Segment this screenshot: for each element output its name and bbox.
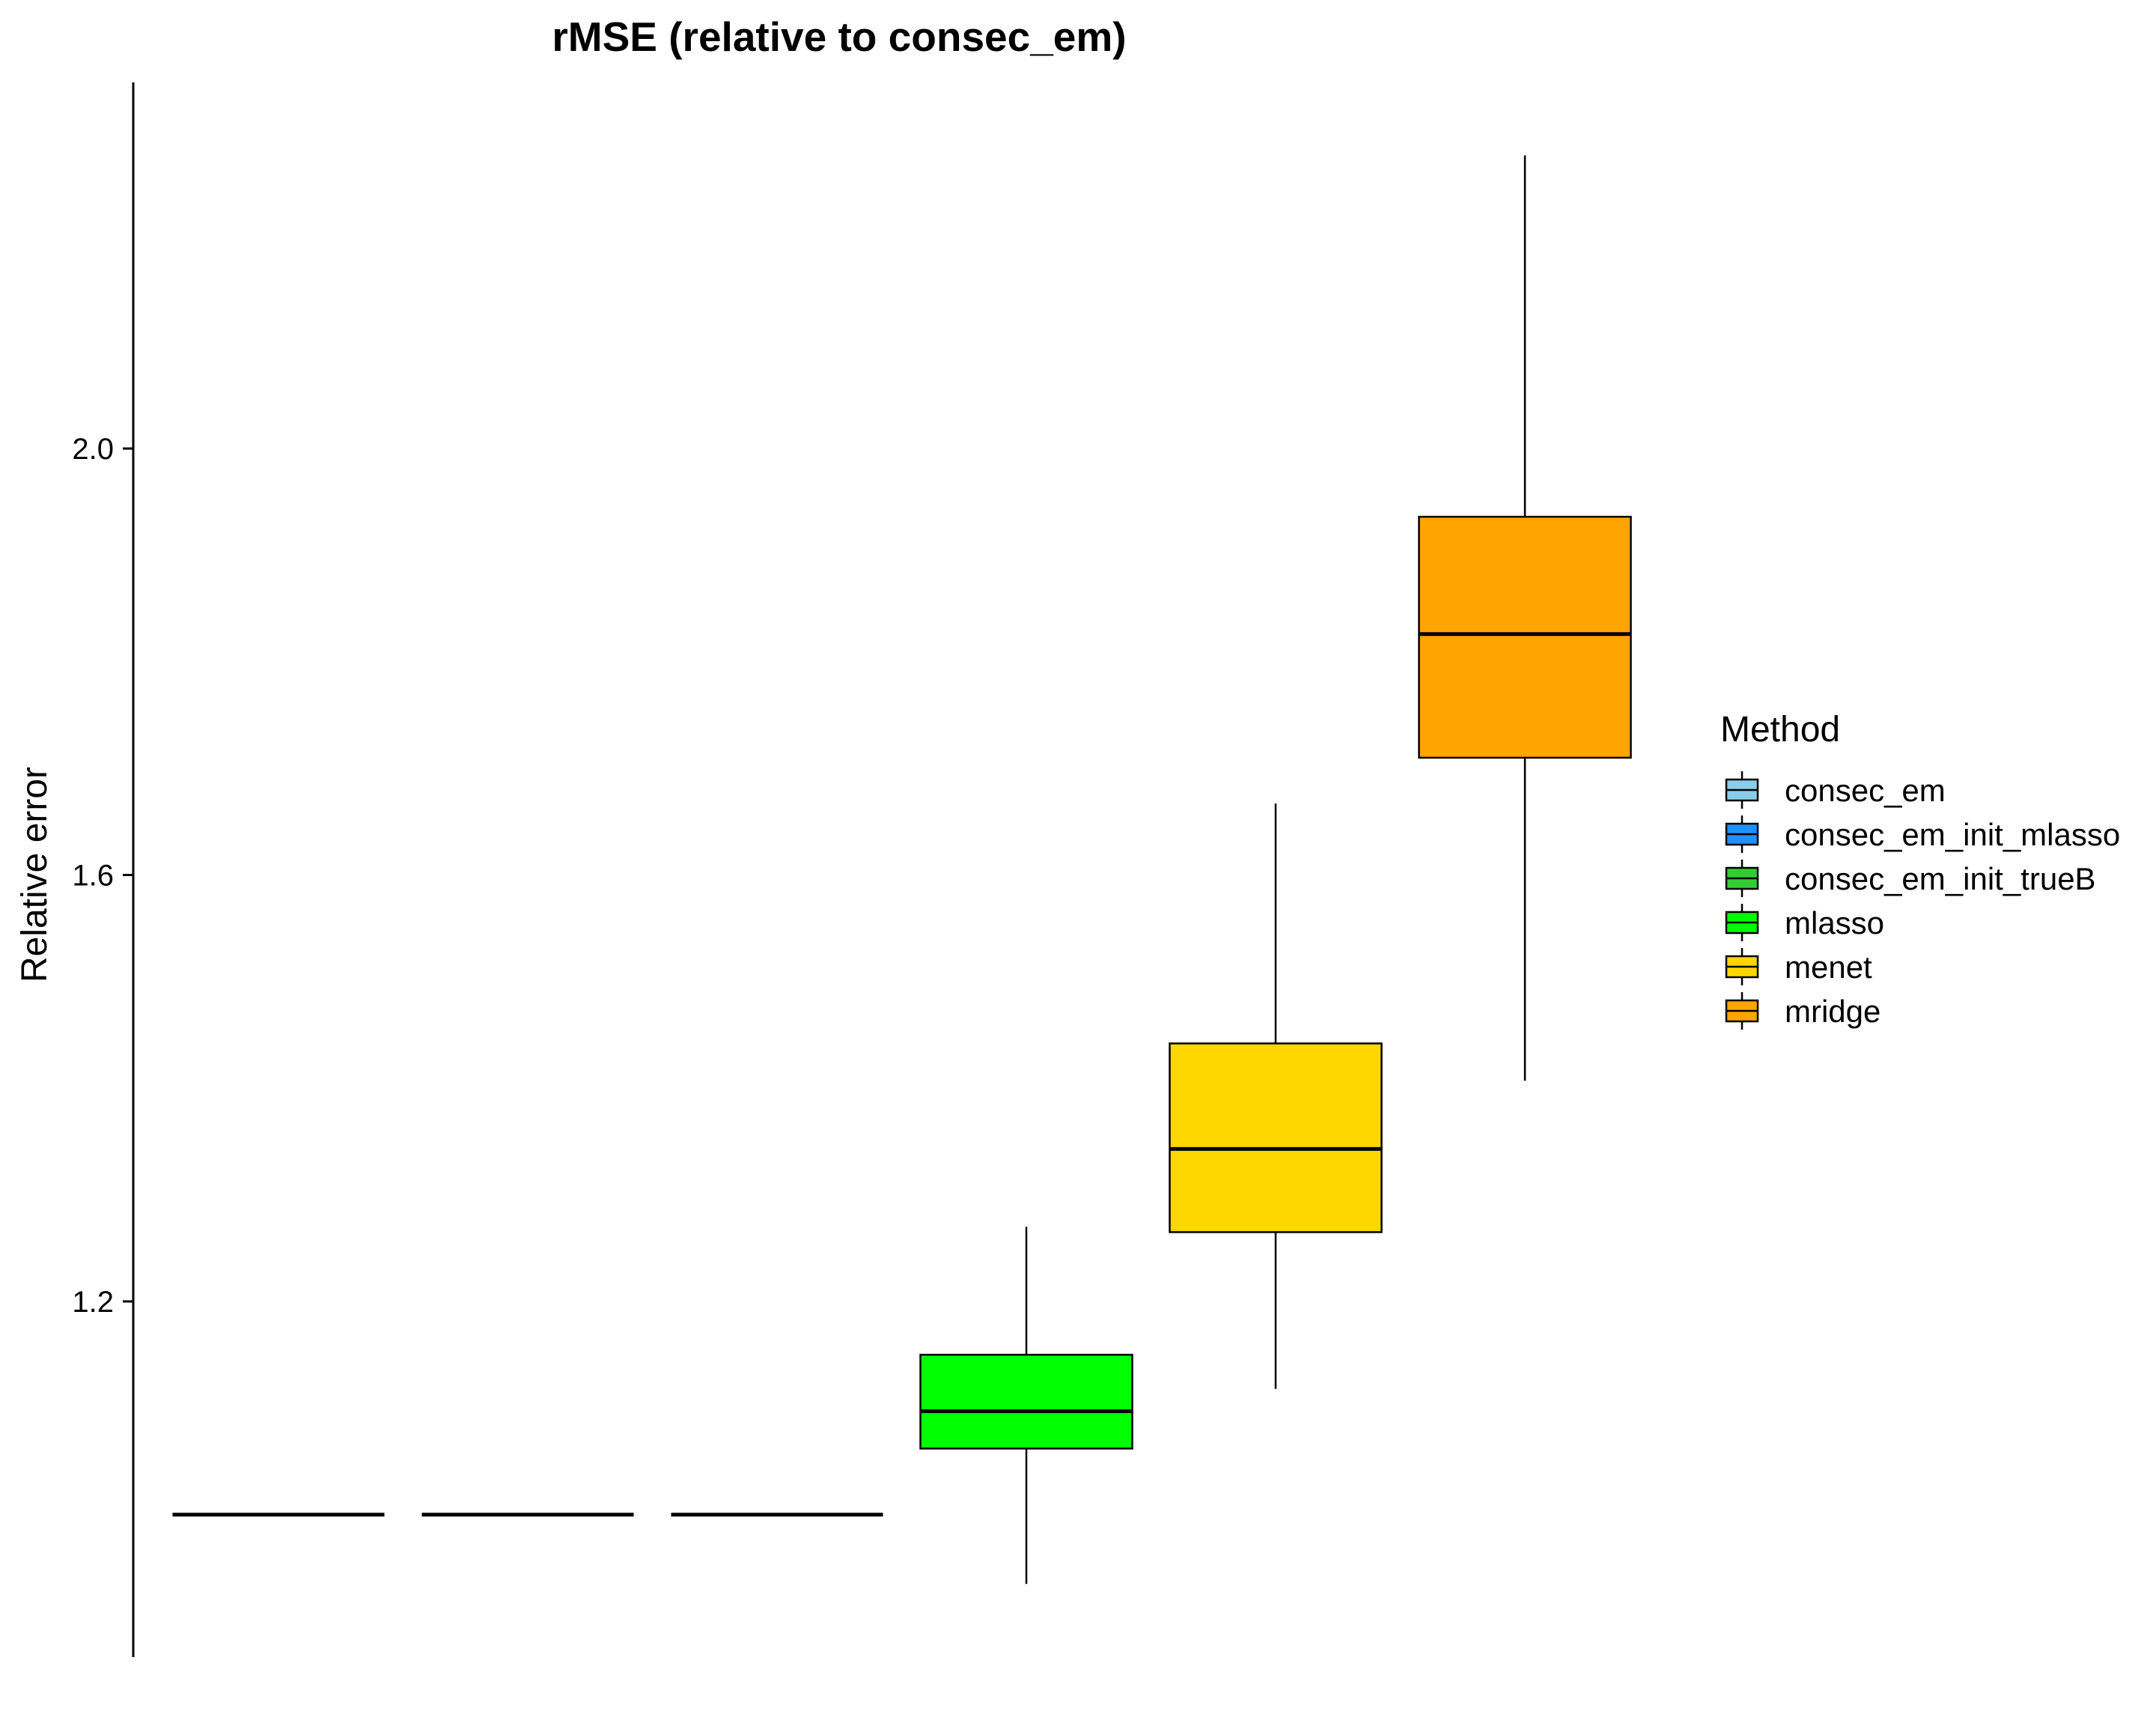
box-iqr: [919, 1353, 1133, 1450]
legend-items: consec_em consec_em_init_mlasso consec_em_…: [1725, 771, 2120, 1030]
y-tick-label: 1.2: [72, 1286, 114, 1319]
legend-item-consec_em: consec_em: [1725, 771, 1946, 809]
box-iqr: [1418, 515, 1632, 759]
legend-label: mridge: [1785, 994, 1881, 1029]
legend-item-consec_em_init_mlasso: consec_em_init_mlasso: [1725, 815, 2120, 853]
box-mlasso: [919, 1227, 1133, 1584]
legend-label: consec_em_init_trueB: [1785, 861, 2096, 896]
box-mridge: [1418, 155, 1632, 1081]
legend: Method consec_emconsec_em_init_mlassocon…: [1720, 710, 2120, 1030]
legend-item-menet: menet: [1725, 948, 1872, 985]
y-tick-label: 2.0: [72, 433, 114, 466]
legend-item-mridge: mridge: [1725, 992, 1881, 1030]
y-axis-ticks: 1.2 1.6 2.0: [72, 433, 133, 1319]
box-series-group: [172, 155, 1632, 1584]
legend-label: menet: [1785, 949, 1872, 985]
legend-label: mlasso: [1785, 905, 1884, 941]
box-menet: [1169, 803, 1383, 1389]
legend-label: consec_em_init_mlasso: [1785, 817, 2120, 852]
legend-item-mlasso: mlasso: [1725, 904, 1884, 941]
y-axis-label: Relative error: [15, 767, 55, 982]
chart-title: rMSE (relative to consec_em): [552, 13, 1126, 60]
legend-title: Method: [1720, 710, 1840, 750]
y-tick-label: 1.6: [72, 860, 114, 893]
legend-label: consec_em: [1785, 773, 1946, 808]
box-iqr: [1169, 1042, 1383, 1233]
legend-item-consec_em_init_trueB: consec_em_init_trueB: [1725, 860, 2096, 897]
